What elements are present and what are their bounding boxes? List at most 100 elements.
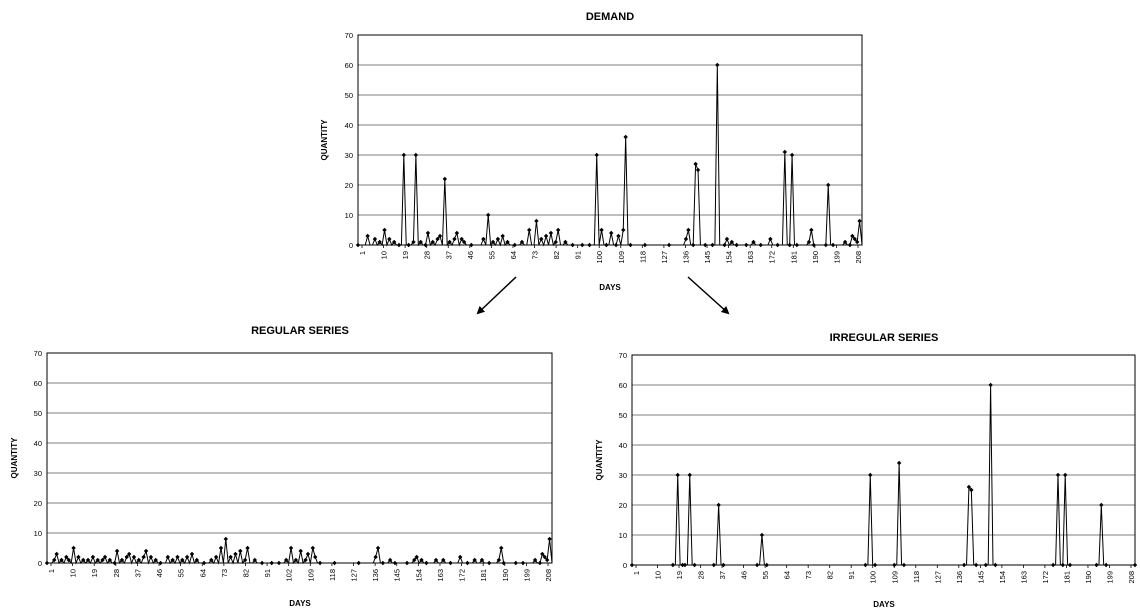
x-tick-label: 37 bbox=[133, 569, 142, 577]
data-point bbox=[623, 134, 628, 140]
x-tick-label: 28 bbox=[112, 569, 121, 577]
data-point bbox=[387, 236, 392, 242]
data-point bbox=[715, 62, 720, 68]
data-point bbox=[382, 227, 387, 233]
data-point bbox=[165, 554, 171, 560]
data-point bbox=[983, 562, 988, 568]
data-point bbox=[857, 218, 862, 224]
data-point bbox=[375, 545, 381, 551]
data-point bbox=[245, 545, 250, 551]
x-axis-label: DAYS bbox=[289, 599, 311, 608]
data-point bbox=[447, 239, 452, 245]
x-tick-label: 91 bbox=[574, 251, 583, 259]
data-point bbox=[547, 536, 552, 542]
data-point bbox=[1103, 562, 1109, 568]
x-tick-label: 46 bbox=[155, 569, 164, 577]
data-point bbox=[512, 242, 517, 248]
data-point bbox=[392, 560, 398, 566]
y-tick-label: 70 bbox=[34, 349, 42, 358]
data-point bbox=[461, 239, 467, 245]
data-point bbox=[481, 236, 486, 242]
x-tick-label: 91 bbox=[263, 569, 272, 577]
data-point bbox=[170, 557, 175, 563]
data-point bbox=[372, 236, 378, 242]
data-point bbox=[114, 548, 120, 554]
data-point bbox=[313, 554, 318, 560]
data-point bbox=[404, 560, 410, 566]
x-tick-label: 127 bbox=[933, 571, 942, 584]
data-point bbox=[365, 233, 370, 239]
x-tick-label: 172 bbox=[458, 569, 467, 582]
data-point bbox=[143, 548, 149, 554]
arrow-to-regular bbox=[476, 276, 517, 315]
data-point bbox=[213, 554, 219, 560]
data-point bbox=[901, 562, 907, 568]
data-point bbox=[448, 560, 453, 566]
data-point bbox=[539, 236, 544, 242]
x-tick-label: 145 bbox=[976, 571, 985, 584]
data-point bbox=[233, 551, 238, 557]
x-tick-label: 154 bbox=[725, 251, 734, 264]
data-point bbox=[616, 233, 621, 239]
data-point bbox=[457, 554, 463, 560]
data-point bbox=[419, 557, 424, 563]
data-point bbox=[847, 242, 853, 248]
data-point bbox=[505, 239, 510, 245]
data-point bbox=[513, 560, 518, 566]
data-point bbox=[303, 557, 308, 563]
x-tick-label: 208 bbox=[544, 569, 553, 582]
data-point bbox=[594, 152, 599, 158]
data-point bbox=[413, 152, 419, 158]
data-point bbox=[993, 562, 998, 568]
data-point bbox=[472, 557, 477, 563]
x-tick-label: 82 bbox=[826, 571, 835, 579]
data-point bbox=[729, 239, 734, 245]
x-tick-label: 46 bbox=[466, 251, 475, 259]
data-point bbox=[141, 554, 146, 560]
data-point bbox=[1060, 562, 1065, 568]
x-tick-label: 109 bbox=[890, 571, 899, 584]
data-point bbox=[809, 227, 814, 233]
data-point bbox=[1050, 562, 1056, 568]
x-tick-label: 100 bbox=[869, 571, 878, 584]
data-point bbox=[1132, 562, 1138, 568]
data-point bbox=[751, 239, 756, 245]
x-tick-label: 199 bbox=[1105, 571, 1114, 584]
y-tick-label: 30 bbox=[345, 151, 353, 160]
y-tick-label: 30 bbox=[619, 471, 627, 480]
data-point bbox=[209, 557, 214, 563]
chart-title: IRREGULAR SERIES bbox=[830, 332, 939, 344]
data-point bbox=[687, 472, 692, 478]
data-point bbox=[823, 242, 829, 248]
data-point bbox=[396, 242, 402, 248]
x-tick-label: 118 bbox=[912, 571, 921, 583]
data-point bbox=[223, 536, 229, 542]
data-point bbox=[540, 551, 545, 557]
x-tick-label: 19 bbox=[401, 251, 410, 259]
x-tick-label: 127 bbox=[350, 569, 359, 582]
data-point bbox=[863, 562, 868, 568]
data-point bbox=[54, 551, 59, 557]
x-tick-label: 1 bbox=[632, 571, 641, 575]
x-tick-label: 55 bbox=[761, 571, 770, 579]
data-point bbox=[527, 227, 532, 233]
data-point bbox=[284, 557, 289, 563]
data-point bbox=[107, 557, 113, 563]
x-tick-label: 82 bbox=[241, 569, 250, 577]
x-tick-label: 181 bbox=[789, 251, 798, 264]
data-point bbox=[724, 236, 730, 242]
x-tick-label: 190 bbox=[501, 569, 510, 582]
data-point bbox=[850, 233, 855, 239]
x-tick-label: 55 bbox=[177, 569, 186, 577]
x-tick-label: 118 bbox=[328, 569, 337, 581]
data-point bbox=[148, 554, 154, 560]
x-tick-label: 46 bbox=[740, 571, 749, 579]
data-point bbox=[259, 560, 265, 566]
data-point bbox=[430, 239, 435, 245]
y-tick-label: 10 bbox=[619, 531, 627, 540]
data-point bbox=[1094, 562, 1099, 568]
y-tick-label: 60 bbox=[345, 61, 353, 70]
data-point bbox=[175, 554, 180, 560]
data-point bbox=[555, 227, 561, 233]
chart-title: DEMAND bbox=[586, 11, 634, 23]
